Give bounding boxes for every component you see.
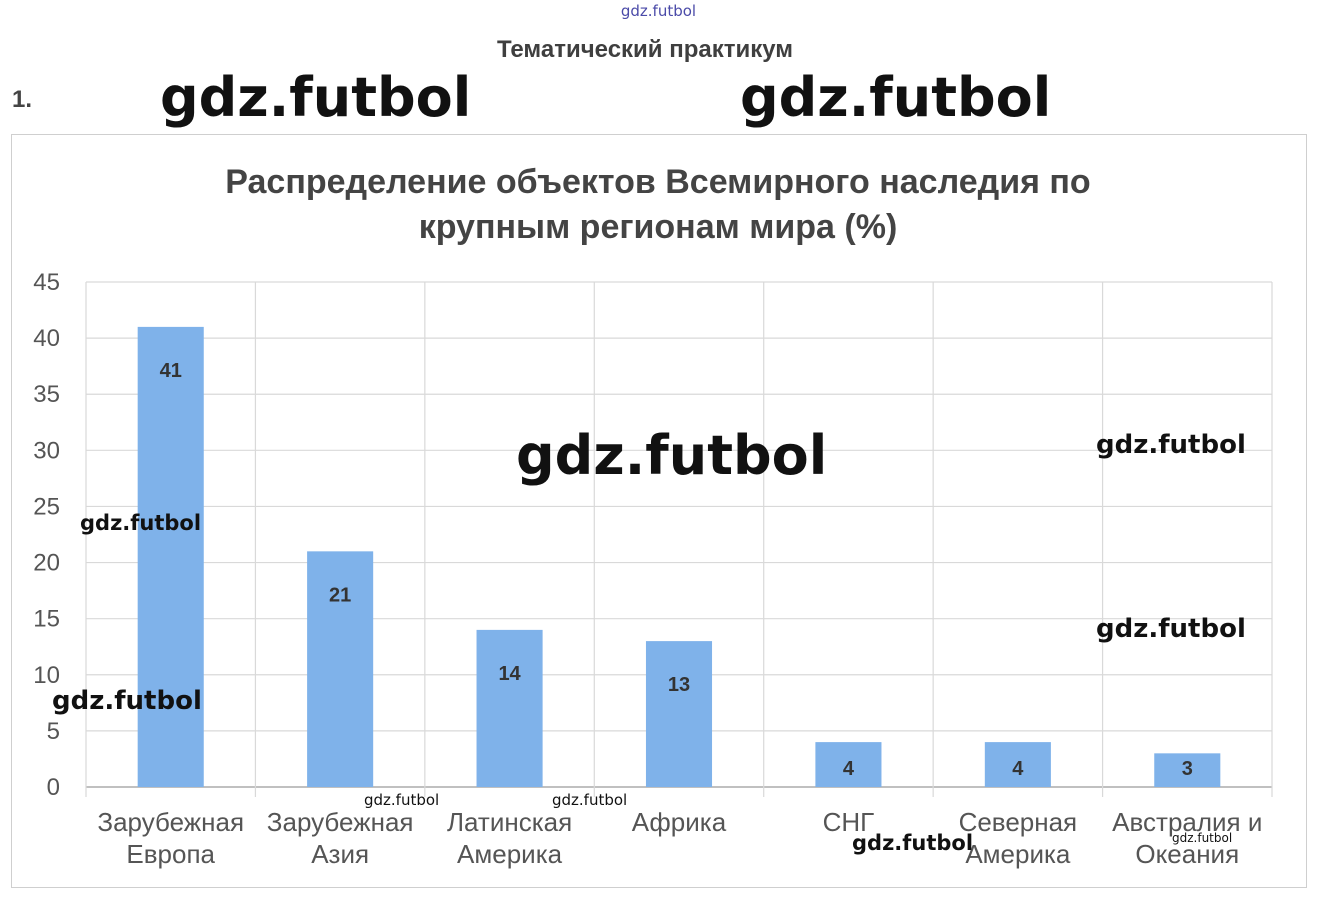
data-label: 41 [160,360,182,382]
category-label: Америка [965,839,1071,869]
watermark-small-1: gdz.futbol [364,791,440,809]
y-tick-label: 35 [33,381,60,408]
y-tick-label: 10 [33,662,60,689]
y-tick-label: 40 [33,325,60,352]
watermark-tiny: gdz.futbol [1172,831,1233,845]
category-label: Америка [457,839,563,869]
data-label: 13 [668,674,690,696]
data-label: 3 [1182,758,1193,780]
category-label: СНГ [823,807,875,837]
category-label: Африка [632,807,727,837]
data-label: 4 [1012,758,1024,780]
bar [1154,753,1221,787]
label-layer: 05101520253035404541ЗарубежнаяЕвропа21За… [33,269,1262,869]
category-label: Зарубежная [97,807,244,837]
top-watermark: gdz.futbol [620,2,697,20]
watermark-large-center: gdz.futbol [516,424,828,487]
watermark-large-left: gdz.futbol [160,66,472,129]
y-tick-label: 0 [47,774,60,801]
chart-title-line-1: Распределение объектов Всемирного наслед… [225,163,1091,201]
category-label: Азия [311,839,369,869]
watermark-large-right: gdz.futbol [740,66,1052,129]
watermark-bottom-sng: gdz.futbol [852,831,974,855]
watermark-right-lower: gdz.futbol [1096,614,1246,644]
y-tick-label: 20 [33,550,60,577]
y-tick-label: 15 [33,606,60,633]
section-heading: Тематический практикум [496,36,794,63]
bar [815,742,882,787]
category-label: Австралия и [1112,807,1262,837]
data-label: 14 [498,663,521,685]
bar [645,641,713,787]
data-label: 4 [843,758,855,780]
chart-title-line-2: крупным регионам мира (%) [418,208,898,246]
y-tick-label: 5 [47,718,60,745]
bar [984,742,1051,787]
bar [137,326,204,787]
data-label: 21 [329,584,351,606]
task-number: 1. [12,86,33,113]
category-label: Северная [959,807,1078,837]
watermark-left-upper: gdz.futbol [80,511,202,535]
y-tick-label: 30 [33,437,60,464]
bar [476,629,543,787]
category-label: Европа [126,839,215,869]
y-tick-label: 45 [33,269,60,296]
bar-layer [137,326,1221,787]
watermark-right-upper: gdz.futbol [1096,430,1246,460]
chart-title: Распределение объектов Всемирного наслед… [11,160,1305,250]
category-label: Латинская [447,807,572,837]
watermark-small-2: gdz.futbol [552,791,628,809]
bar [307,551,374,787]
category-label: Зарубежная [267,807,414,837]
category-label: Океания [1135,839,1239,869]
y-tick-label: 25 [33,493,60,520]
watermark-left-lower: gdz.futbol [52,686,202,716]
